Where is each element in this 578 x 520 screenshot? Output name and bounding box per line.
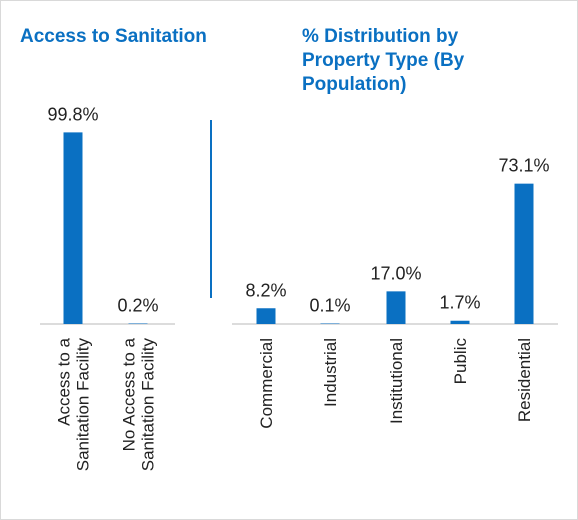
bar-access-to-a-sanitation-facility <box>63 132 83 324</box>
tick-label-line: Institutional <box>387 338 406 424</box>
left-chart-title: Access to Sanitation <box>20 26 207 47</box>
tick-label-residential: Residential <box>515 338 534 422</box>
data-label-commercial: 8.2% <box>245 280 286 300</box>
tick-label-line: Sanitation Facility <box>74 338 93 472</box>
data-label-institutional: 17.0% <box>370 263 421 283</box>
bar-commercial <box>256 308 276 324</box>
bar-institutional <box>386 291 406 324</box>
bar-residential <box>514 183 534 324</box>
tick-label-industrial: Industrial <box>321 338 340 407</box>
tick-label-public: Public <box>451 338 470 385</box>
tick-label-line: Access to a <box>55 337 74 425</box>
tick-label-access-to-a-sanitation-facility: Access to aSanitation Facility <box>55 337 93 471</box>
tick-label-commercial: Commercial <box>257 338 276 429</box>
data-label-industrial: 0.1% <box>309 296 350 316</box>
data-label-residential: 73.1% <box>498 156 549 176</box>
tick-label-line: Sanitation Facility <box>139 338 158 472</box>
tick-label-line: Public <box>451 338 470 385</box>
bar-no-access-to-a-sanitation-facility <box>128 323 148 324</box>
tick-label-line: Industrial <box>321 338 340 407</box>
tick-label-line: Residential <box>515 338 534 422</box>
bar-public <box>450 320 470 324</box>
data-label-access-to-a-sanitation-facility: 99.8% <box>47 104 98 124</box>
data-label-public: 1.7% <box>439 293 480 313</box>
tick-label-line: No Access to a <box>120 337 139 451</box>
tick-label-institutional: Institutional <box>387 338 406 424</box>
data-label-no-access-to-a-sanitation-facility: 0.2% <box>117 296 158 316</box>
tick-label-line: Commercial <box>257 338 276 429</box>
right-chart-title: % Distribution by Property Type (By Popu… <box>302 26 465 95</box>
tick-label-no-access-to-a-sanitation-facility: No Access to aSanitation Facility <box>120 337 158 471</box>
bar-industrial <box>320 323 340 324</box>
